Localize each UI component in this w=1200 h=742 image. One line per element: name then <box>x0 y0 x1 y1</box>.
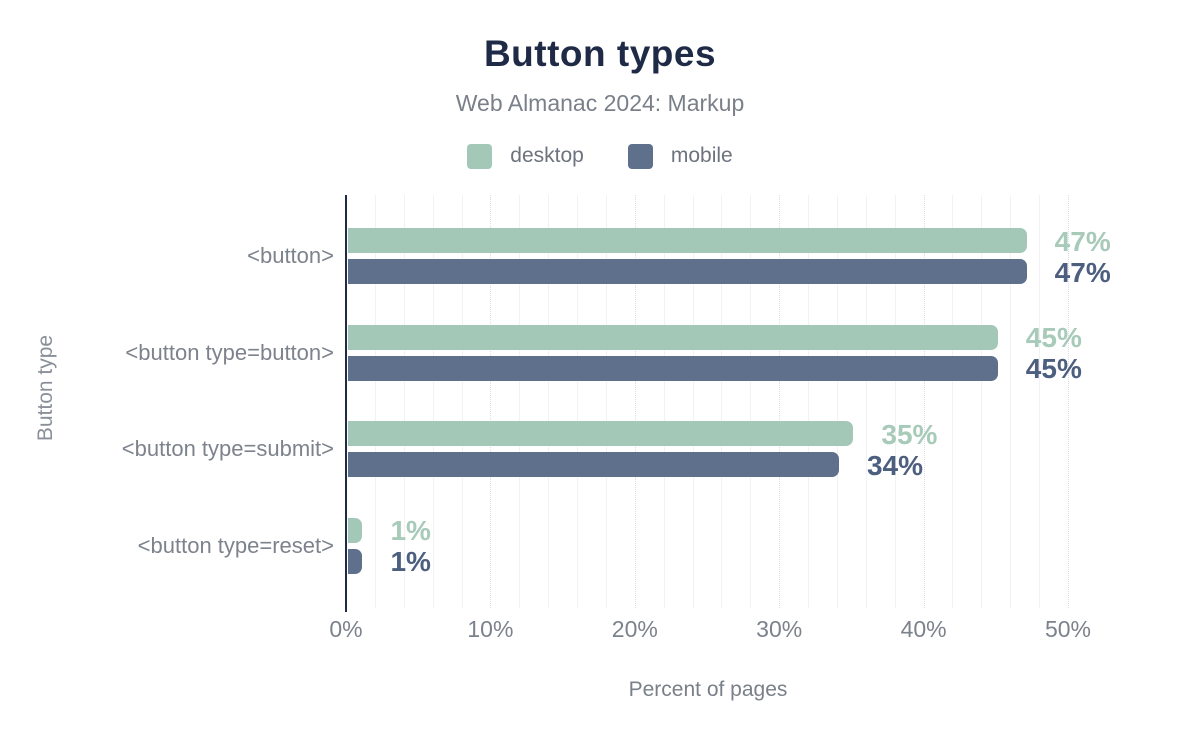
chart-legend: desktop mobile <box>0 141 1200 171</box>
x-tick-label: 40% <box>900 616 947 642</box>
minor-gridline <box>577 195 579 608</box>
desktop-bar <box>348 421 854 446</box>
x-tick-label: 10% <box>467 616 514 642</box>
minor-gridline <box>981 195 983 608</box>
legend-item-mobile: mobile <box>627 143 733 169</box>
chart-title: Button types <box>483 33 717 74</box>
mobile-value-label: 45% <box>1025 353 1082 384</box>
mobile-bar <box>348 452 839 477</box>
x-axis-title: Percent of pages <box>628 678 788 701</box>
desktop-value-label: 1% <box>390 515 431 546</box>
mobile-swatch-icon <box>627 143 653 169</box>
minor-gridline <box>374 195 376 608</box>
major-gridline <box>1068 195 1069 608</box>
desktop-bar <box>348 517 363 543</box>
minor-gridline <box>750 195 752 608</box>
minor-gridline <box>663 195 665 608</box>
minor-gridline <box>952 195 954 608</box>
legend-label-desktop: desktop <box>510 144 584 167</box>
desktop-value-label: 35% <box>881 418 938 450</box>
category-label: <button> <box>247 243 334 268</box>
desktop-bar <box>348 324 998 350</box>
minor-gridline <box>692 195 694 608</box>
major-gridline <box>779 195 781 608</box>
y-axis-title: Button type <box>34 334 57 442</box>
mobile-value-label: 47% <box>1054 256 1111 288</box>
x-tick-label: 50% <box>1044 616 1092 642</box>
category-label: <button type=submit> <box>121 436 334 461</box>
desktop-value-label: 47% <box>1054 225 1111 257</box>
major-gridline <box>490 195 492 608</box>
minor-gridline <box>432 195 434 608</box>
minor-gridline <box>721 195 723 608</box>
x-tick-label: 0% <box>329 616 363 642</box>
category-label: <button type=reset> <box>137 532 334 558</box>
minor-gridline <box>1039 195 1041 608</box>
minor-gridline <box>894 195 896 608</box>
major-gridline <box>923 195 925 608</box>
mobile-bar <box>348 355 998 381</box>
legend-label-mobile: mobile <box>670 144 733 167</box>
minor-gridline <box>605 195 607 608</box>
x-tick-label: 30% <box>756 616 803 642</box>
desktop-bar <box>348 228 1027 253</box>
minor-gridline <box>548 195 550 608</box>
category-label: <button type=button> <box>125 339 334 365</box>
minor-gridline <box>1010 195 1012 608</box>
mobile-value-label: 34% <box>866 449 923 481</box>
mobile-bar <box>348 259 1027 284</box>
legend-item-desktop: desktop <box>467 143 584 169</box>
desktop-value-label: 45% <box>1025 322 1082 353</box>
minor-gridline <box>519 195 521 608</box>
x-tick-label: 20% <box>611 616 658 642</box>
minor-gridline <box>403 195 405 608</box>
desktop-swatch-icon <box>467 143 493 169</box>
minor-gridline <box>836 195 838 608</box>
chart-subtitle: Web Almanac 2024: Markup <box>455 90 745 116</box>
minor-gridline <box>808 195 810 608</box>
major-gridline <box>634 195 636 608</box>
y-axis-line <box>345 195 347 612</box>
mobile-value-label: 1% <box>390 546 431 577</box>
minor-gridline <box>865 195 867 608</box>
minor-gridline <box>461 195 463 608</box>
mobile-bar <box>348 548 363 574</box>
